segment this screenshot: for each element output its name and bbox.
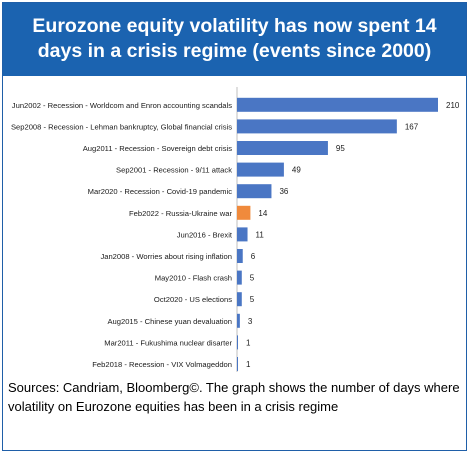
category-label: Mar2011 - Fukushima nuclear disarter <box>104 338 232 347</box>
data-label: 167 <box>405 122 419 131</box>
category-label: Aug2015 - Chinese yuan devaluation <box>107 317 232 326</box>
bar <box>237 97 438 112</box>
category-label: Aug2011 - Recession - Sovereign debt cri… <box>83 144 232 153</box>
data-label: 5 <box>250 274 255 283</box>
bar <box>237 313 240 328</box>
category-label: Sep2008 - Recession - Lehman bankruptcy,… <box>11 122 232 131</box>
chart-header: Eurozone equity volatility has now spent… <box>3 3 466 76</box>
data-label: 95 <box>336 144 345 153</box>
bar-chart: Jun2002 - Recession - Worldcom and Enron… <box>11 87 460 372</box>
chart-title-line-2: days in a crisis regime (events since 20… <box>37 40 432 62</box>
category-label: Sep2001 - Recession - 9/11 attack <box>116 166 232 175</box>
bar <box>237 119 397 134</box>
data-label: 1 <box>246 338 251 347</box>
bar <box>237 227 248 242</box>
data-label: 11 <box>256 230 265 239</box>
category-label: Mar2020 - Recession - Covid-19 pandemic <box>88 187 233 196</box>
bar <box>237 357 238 371</box>
data-label: 210 <box>446 101 460 110</box>
chart-title-line-1: Eurozone equity volatility has now spent… <box>32 15 437 37</box>
data-label: 49 <box>292 166 301 175</box>
source-note: Sources: Candriam, Bloomberg©. The graph… <box>8 380 460 414</box>
category-label: Feb2022 - Russia-Ukraine war <box>129 209 232 218</box>
bar <box>237 292 242 307</box>
category-label: Oct2020 - US elections <box>154 295 232 304</box>
data-label: 3 <box>248 317 253 326</box>
bar <box>237 141 328 155</box>
chart-frame: Eurozone equity volatility has now spent… <box>2 2 467 451</box>
data-label: 14 <box>258 209 267 218</box>
category-label: Feb2018 - Recession - VIX Volmageddon <box>92 360 232 369</box>
data-label: 6 <box>251 252 256 261</box>
category-label: Jun2016 - Brexit <box>177 230 233 239</box>
bar <box>237 184 272 199</box>
category-label: Jun2002 - Recession - Worldcom and Enron… <box>12 101 232 110</box>
bar <box>237 162 284 177</box>
category-label: May2010 - Flash crash <box>155 274 232 283</box>
data-label: 36 <box>279 187 288 196</box>
category-label: Jan2008 - Worries about rising inflation <box>100 252 232 261</box>
data-label: 5 <box>250 295 255 304</box>
data-label: 1 <box>246 360 251 369</box>
bar <box>237 335 238 350</box>
bar <box>237 205 251 220</box>
bar <box>237 270 242 285</box>
bar <box>237 249 243 263</box>
